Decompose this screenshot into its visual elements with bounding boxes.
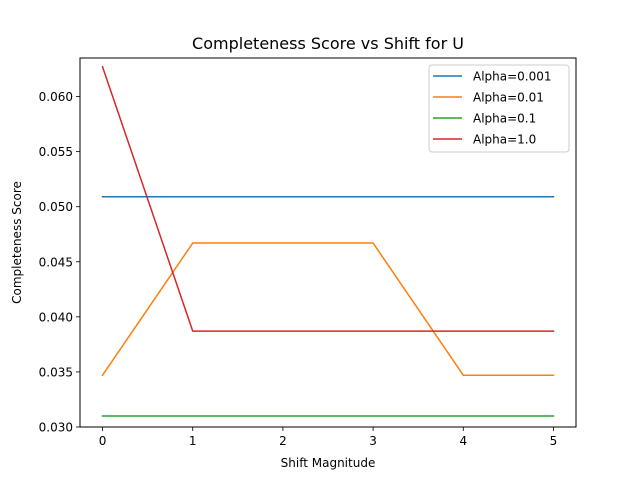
x-tick-label: 4 bbox=[459, 434, 467, 448]
y-tick-label: 0.030 bbox=[39, 421, 73, 435]
y-tick-label: 0.035 bbox=[39, 365, 73, 379]
x-axis-label: Shift Magnitude bbox=[281, 456, 376, 470]
x-tick-label: 0 bbox=[99, 434, 107, 448]
series-line-1 bbox=[101, 242, 555, 377]
x-axis-ticks: 0 1 2 3 4 5 bbox=[99, 427, 558, 448]
series-line-3 bbox=[101, 65, 555, 332]
y-tick-label: 0.045 bbox=[39, 255, 73, 269]
x-tick-label: 5 bbox=[550, 434, 558, 448]
x-tick-label: 2 bbox=[279, 434, 287, 448]
legend-label-0: Alpha=0.001 bbox=[473, 70, 552, 84]
legend: Alpha=0.001 Alpha=0.01 Alpha=0.1 Alpha=1.0 bbox=[428, 64, 570, 153]
y-tick-label: 0.040 bbox=[39, 310, 73, 324]
legend-box bbox=[428, 64, 570, 153]
x-tick-label: 3 bbox=[369, 434, 377, 448]
y-axis-ticks: 0.030 0.035 0.040 0.045 0.050 0.055 0.060 bbox=[39, 90, 80, 435]
y-tick-label: 0.055 bbox=[39, 145, 73, 159]
chart-title: Completeness Score vs Shift for U bbox=[192, 34, 464, 53]
x-tick-label: 1 bbox=[189, 434, 197, 448]
plot-frame bbox=[79, 57, 577, 428]
y-tick-label: 0.050 bbox=[39, 200, 73, 214]
y-tick-label: 0.060 bbox=[39, 90, 73, 104]
plot-lines bbox=[101, 65, 555, 417]
y-axis-label: Completeness Score bbox=[10, 181, 24, 304]
legend-label-3: Alpha=1.0 bbox=[473, 133, 536, 147]
legend-label-2: Alpha=0.1 bbox=[473, 112, 536, 126]
legend-label-1: Alpha=0.01 bbox=[473, 91, 544, 105]
